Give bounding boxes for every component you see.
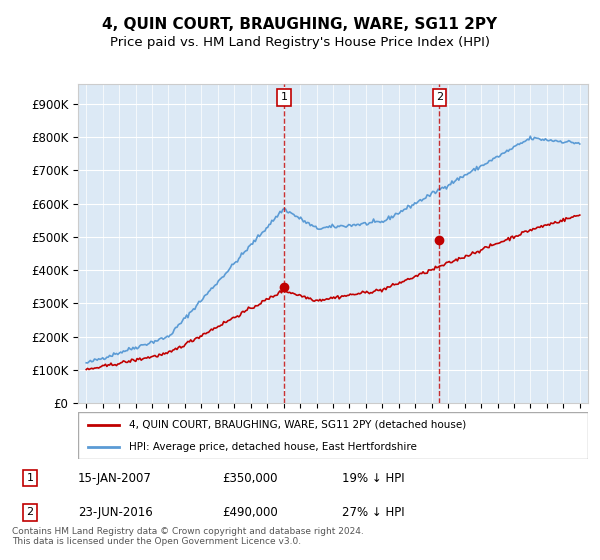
Text: 23-JUN-2016: 23-JUN-2016 [78,506,153,519]
Text: 1: 1 [281,92,288,102]
Text: 15-JAN-2007: 15-JAN-2007 [78,472,152,484]
Text: Contains HM Land Registry data © Crown copyright and database right 2024.
This d: Contains HM Land Registry data © Crown c… [12,526,364,546]
Text: 4, QUIN COURT, BRAUGHING, WARE, SG11 2PY: 4, QUIN COURT, BRAUGHING, WARE, SG11 2PY [103,17,497,32]
Text: 19% ↓ HPI: 19% ↓ HPI [342,472,404,484]
FancyBboxPatch shape [78,412,588,459]
Text: £490,000: £490,000 [222,506,278,519]
Text: 4, QUIN COURT, BRAUGHING, WARE, SG11 2PY (detached house): 4, QUIN COURT, BRAUGHING, WARE, SG11 2PY… [129,420,466,430]
Text: 2: 2 [26,507,34,517]
Text: 27% ↓ HPI: 27% ↓ HPI [342,506,404,519]
Text: 1: 1 [26,473,34,483]
Text: Price paid vs. HM Land Registry's House Price Index (HPI): Price paid vs. HM Land Registry's House … [110,36,490,49]
Text: £350,000: £350,000 [222,472,277,484]
Text: HPI: Average price, detached house, East Hertfordshire: HPI: Average price, detached house, East… [129,442,417,452]
Text: 2: 2 [436,92,443,102]
